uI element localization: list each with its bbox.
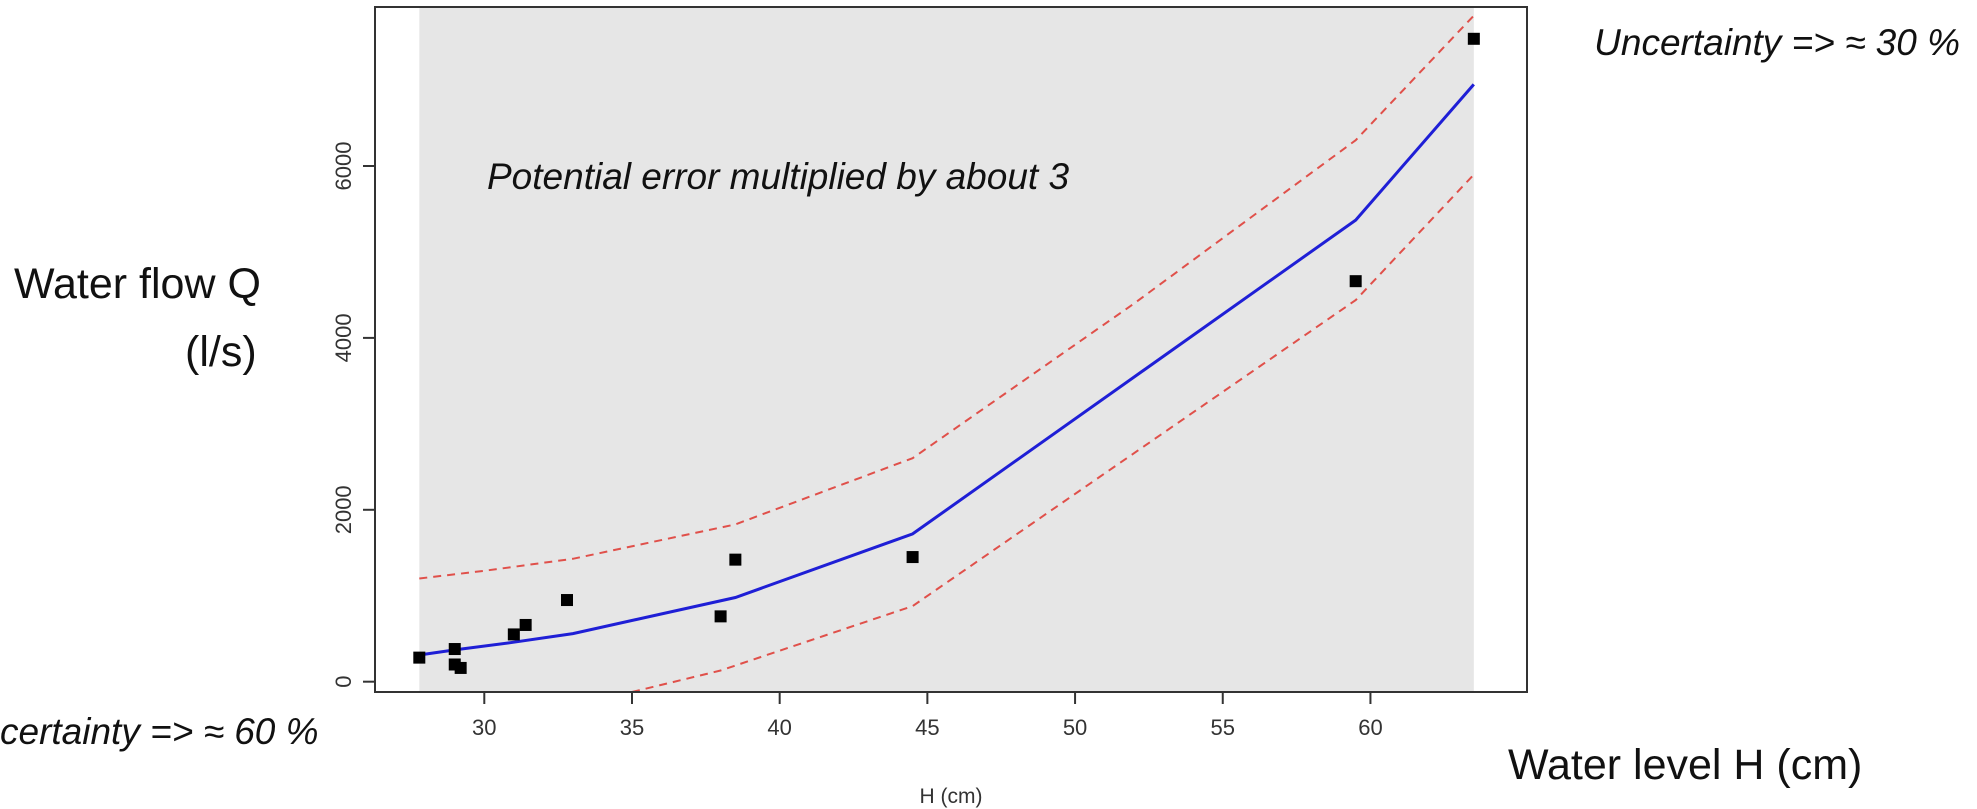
uncertainty-band-layer [419, 7, 1474, 692]
observation-point [1349, 275, 1362, 288]
x-tick-label: 40 [767, 715, 791, 740]
observation-point [454, 661, 467, 674]
observation-point [519, 618, 532, 631]
observation-point [1467, 32, 1480, 45]
y-axis-title-line1: Water flow Q [14, 260, 261, 308]
x-tick-label: 45 [915, 715, 939, 740]
fit-line [419, 83, 1475, 657]
x-tick-label: 30 [472, 715, 496, 740]
x-tick-label: 60 [1358, 715, 1382, 740]
y-tick-label: 2000 [331, 485, 356, 534]
x-tick-label: 50 [1063, 715, 1087, 740]
observation-point [714, 610, 727, 623]
y-tick-label: 0 [331, 676, 356, 688]
observation-point [413, 651, 426, 664]
y-tick-label: 4000 [331, 313, 356, 362]
center-annotation: Potential error multiplied by about 3 [487, 156, 1069, 197]
x-tick-label: 55 [1211, 715, 1235, 740]
x-tick-label: 35 [620, 715, 644, 740]
x-axis: 30 35 40 45 50 55 60 [472, 691, 1383, 740]
observation-point [507, 628, 520, 641]
observation-point [906, 551, 919, 564]
observation-point [729, 553, 742, 566]
lower-bound-line [631, 173, 1475, 692]
bottom-left-annotation: certainty => ≈ 60 % [0, 711, 319, 752]
observation-point [448, 643, 461, 656]
x-axis-title: Water level H (cm) [1508, 741, 1862, 789]
uncertainty-band [419, 7, 1474, 692]
observation-points-layer [413, 32, 1480, 674]
series-lines-layer [419, 14, 1475, 692]
x-axis-label: H (cm) [920, 785, 983, 808]
y-axis-title-line2: (l/s) [185, 328, 257, 376]
y-tick-label: 6000 [331, 142, 356, 191]
observation-point [561, 594, 573, 607]
top-right-annotation: Uncertainty => ≈ 30 % [1594, 22, 1960, 63]
y-axis: 0 2000 4000 6000 [331, 142, 376, 688]
upper-bound-line [419, 14, 1475, 580]
